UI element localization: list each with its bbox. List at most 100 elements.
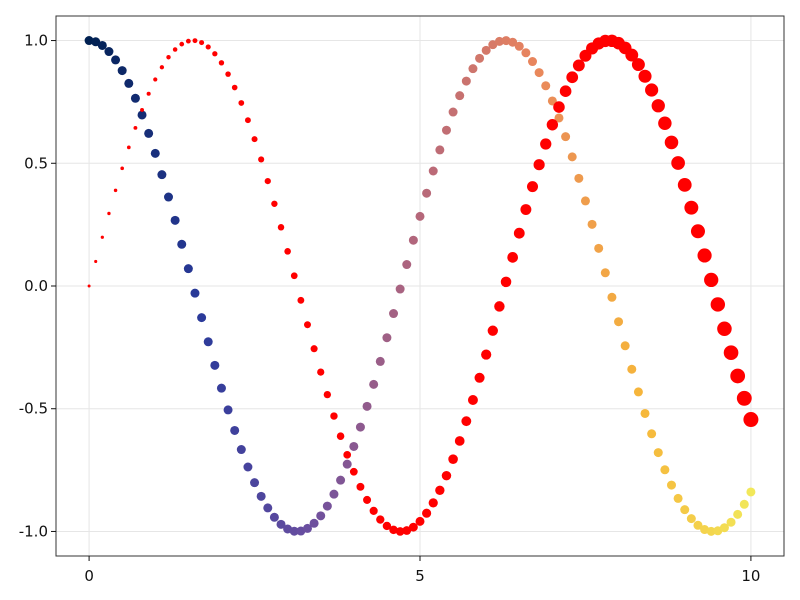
point-sin [481, 349, 492, 360]
point-sin [487, 325, 498, 336]
point-cos [666, 480, 676, 490]
point-sin [736, 390, 752, 406]
point-cos [97, 40, 107, 50]
point-cos [203, 337, 213, 347]
point-sin [690, 224, 705, 239]
point-cos [144, 128, 154, 138]
point-cos [561, 132, 571, 142]
point-sin [408, 522, 418, 532]
point-cos [607, 292, 617, 302]
point-sin [231, 84, 238, 91]
point-sin [317, 368, 325, 376]
point-sin [238, 100, 245, 106]
point-cos [177, 239, 187, 249]
point-cos [197, 313, 207, 323]
point-cos [567, 152, 577, 162]
point-sin [717, 321, 732, 337]
point-cos [719, 523, 729, 533]
point-sin [546, 119, 559, 131]
point-sin [651, 99, 665, 113]
point-sin [566, 71, 579, 84]
point-cos [547, 96, 557, 106]
x-tick-label: 10 [741, 567, 760, 585]
point-cos [428, 166, 438, 176]
point-cos [653, 448, 663, 458]
point-sin [520, 204, 532, 215]
point-sin [526, 181, 539, 193]
point-sin [730, 368, 746, 384]
point-cos [521, 48, 531, 58]
point-sin [140, 107, 145, 112]
point-cos [243, 462, 253, 472]
point-sin [461, 416, 472, 427]
point-cos [746, 487, 756, 497]
point-sin [356, 482, 365, 491]
point-cos [336, 475, 346, 485]
point-cos [256, 491, 266, 501]
point-cos [117, 66, 127, 76]
point-cos [223, 405, 233, 415]
point-cos [640, 408, 650, 418]
point-cos [362, 401, 372, 411]
point-sin [212, 51, 218, 57]
axis-ticks: 0 5 10 1.0 0.5 0.0 -0.5 -1.0 [19, 32, 761, 585]
point-sin [330, 412, 338, 420]
point-cos [408, 235, 418, 245]
point-cos [594, 243, 604, 253]
point-sin [159, 65, 165, 70]
point-cos [309, 518, 319, 528]
point-sin [697, 248, 712, 263]
point-sin [100, 235, 104, 239]
point-sin [126, 145, 131, 150]
point-cos [461, 76, 471, 86]
point-cos [739, 499, 749, 509]
point-sin [382, 521, 392, 531]
point-cos [587, 219, 597, 229]
point-cos [475, 53, 485, 63]
series-cos [84, 36, 756, 536]
data-points [84, 34, 759, 536]
point-sin [422, 508, 432, 518]
point-sin [166, 55, 171, 60]
point-sin [349, 467, 358, 476]
point-sin [363, 495, 372, 504]
point-sin [179, 41, 185, 47]
point-sin [572, 59, 585, 72]
point-cos [455, 91, 465, 101]
point-sin [500, 276, 512, 288]
point-cos [686, 514, 696, 524]
point-sin [133, 125, 138, 130]
point-sin [120, 166, 124, 171]
point-sin [395, 527, 405, 536]
point-sin [297, 296, 305, 304]
point-cos [355, 422, 365, 432]
point-sin [369, 506, 378, 515]
point-cos [514, 41, 524, 51]
point-sin [199, 40, 205, 46]
point-cos [164, 192, 174, 202]
point-cos [647, 429, 657, 439]
point-cos [210, 360, 220, 370]
point-cos [329, 489, 339, 499]
point-sin [284, 248, 291, 255]
point-sin [474, 372, 485, 383]
point-cos [276, 519, 286, 529]
point-sin [540, 138, 552, 150]
point-cos [435, 145, 445, 155]
point-sin [638, 69, 652, 83]
y-tick-label: -1.0 [19, 522, 48, 540]
y-tick-label: -0.5 [19, 400, 48, 418]
point-sin [304, 321, 311, 329]
point-sin [271, 200, 278, 207]
x-tick-label: 5 [415, 567, 425, 585]
point-sin [677, 177, 692, 192]
point-cos [289, 526, 299, 536]
point-cos [190, 288, 200, 298]
point-sin [710, 297, 726, 312]
point-sin [205, 44, 211, 50]
point-sin [185, 38, 191, 44]
y-tick-label: 0.5 [24, 154, 48, 172]
point-cos [494, 36, 504, 46]
point-sin [743, 412, 759, 428]
y-tick-label: 0.0 [24, 277, 48, 295]
